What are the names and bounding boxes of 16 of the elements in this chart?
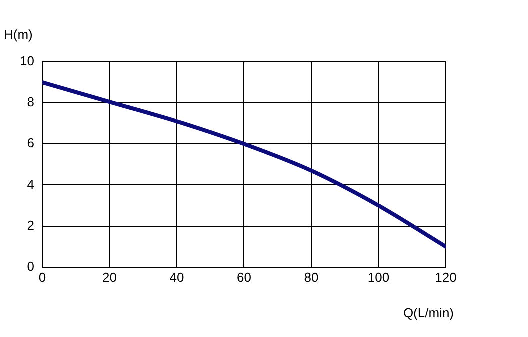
- x-tick-label: 80: [304, 270, 319, 285]
- x-tick-label: 20: [102, 270, 117, 285]
- y-axis-title: H(m): [4, 27, 33, 42]
- y-tick-label: 6: [27, 136, 34, 151]
- y-tick-label: 2: [27, 218, 34, 233]
- y-tick-label: 10: [20, 54, 34, 69]
- x-tick-label: 40: [170, 270, 184, 285]
- y-tick-label: 4: [27, 176, 34, 192]
- line-series: [42, 80, 446, 249]
- x-tick-label: 120: [435, 270, 457, 285]
- x-tick-label: 100: [368, 270, 390, 285]
- y-tick-label: 0: [27, 258, 34, 274]
- x-tick-label: 60: [236, 270, 252, 285]
- x-axis-title: Q(L/min): [403, 305, 454, 320]
- x-tick-label: 0: [38, 270, 46, 285]
- y-tick-label: 8: [27, 94, 34, 110]
